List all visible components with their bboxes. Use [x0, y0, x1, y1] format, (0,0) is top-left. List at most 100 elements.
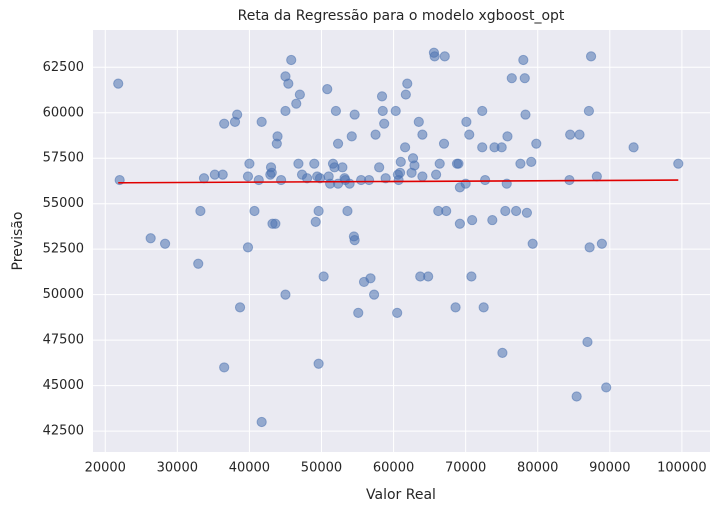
x-tick-label: 40000	[229, 461, 270, 476]
point	[266, 167, 277, 178]
point	[526, 156, 537, 167]
point	[286, 54, 297, 66]
point	[234, 302, 246, 313]
point	[392, 307, 403, 318]
point	[280, 105, 291, 117]
point	[256, 416, 267, 428]
point	[219, 118, 230, 129]
point	[518, 54, 529, 66]
point	[497, 347, 508, 358]
point	[318, 271, 329, 282]
point	[477, 142, 488, 153]
point	[145, 233, 156, 244]
point	[402, 78, 413, 89]
point	[219, 362, 230, 373]
point	[461, 116, 472, 127]
y-tick-label: 52500	[43, 242, 84, 257]
y-tick-label: 62500	[43, 60, 84, 75]
point	[249, 205, 260, 217]
point	[584, 242, 595, 253]
point	[466, 271, 477, 282]
point	[515, 158, 526, 169]
point	[369, 289, 380, 300]
point	[596, 238, 607, 249]
point	[293, 158, 304, 169]
x-tick-label: 30000	[157, 461, 198, 476]
point	[583, 105, 595, 117]
point	[113, 78, 124, 89]
point	[394, 167, 406, 178]
point	[291, 98, 302, 109]
point	[409, 160, 420, 171]
point	[377, 105, 388, 117]
point	[193, 258, 204, 269]
point	[342, 205, 353, 217]
point	[159, 238, 171, 249]
chart-title: Reta da Regressão para o modelo xgboost_…	[238, 8, 565, 24]
point	[363, 174, 375, 186]
point	[496, 142, 507, 153]
point	[313, 358, 324, 369]
point	[502, 131, 513, 142]
y-tick-label: 60000	[43, 105, 84, 120]
y-tick-label: 45000	[43, 378, 84, 393]
point	[531, 138, 542, 149]
point	[379, 118, 390, 129]
point	[480, 174, 491, 186]
point	[500, 205, 511, 217]
point	[242, 242, 254, 253]
point	[253, 174, 264, 186]
point	[413, 116, 424, 127]
point	[370, 129, 381, 140]
y-tick-label: 57500	[43, 151, 84, 166]
point	[439, 51, 450, 62]
point	[527, 238, 538, 249]
point	[430, 169, 442, 180]
point	[585, 51, 597, 62]
point	[673, 158, 684, 169]
point	[313, 205, 324, 217]
point	[283, 78, 294, 89]
point	[511, 205, 522, 217]
point	[280, 289, 291, 300]
point	[276, 174, 287, 186]
point	[582, 336, 593, 348]
point	[487, 214, 498, 226]
point	[628, 142, 639, 153]
point	[521, 207, 533, 218]
point	[519, 73, 530, 84]
point	[310, 216, 321, 228]
point	[574, 129, 585, 140]
y-axis-label: Previsão	[10, 212, 26, 271]
point	[441, 205, 452, 217]
point	[256, 116, 267, 127]
point	[198, 173, 210, 184]
x-tick-label: 70000	[445, 461, 486, 476]
point	[242, 171, 254, 182]
x-tick-label: 50000	[301, 461, 342, 476]
regression-line	[118, 179, 679, 184]
point	[506, 73, 517, 84]
point	[400, 142, 411, 153]
point	[346, 131, 357, 142]
point	[429, 51, 440, 62]
point	[309, 158, 320, 169]
point	[478, 302, 489, 313]
plot-area	[93, 30, 710, 452]
point	[601, 382, 612, 393]
point	[417, 129, 428, 140]
point	[423, 271, 434, 282]
y-tick-label: 42500	[43, 424, 84, 439]
point	[565, 129, 576, 140]
point	[301, 173, 313, 184]
point	[376, 91, 388, 102]
y-tick-label: 55000	[43, 196, 84, 211]
point	[453, 158, 464, 169]
point	[434, 158, 445, 169]
point	[244, 158, 255, 169]
point	[520, 109, 531, 120]
point	[217, 169, 228, 180]
y-tick-label: 50000	[43, 287, 84, 302]
point	[294, 89, 305, 100]
point	[232, 109, 243, 120]
